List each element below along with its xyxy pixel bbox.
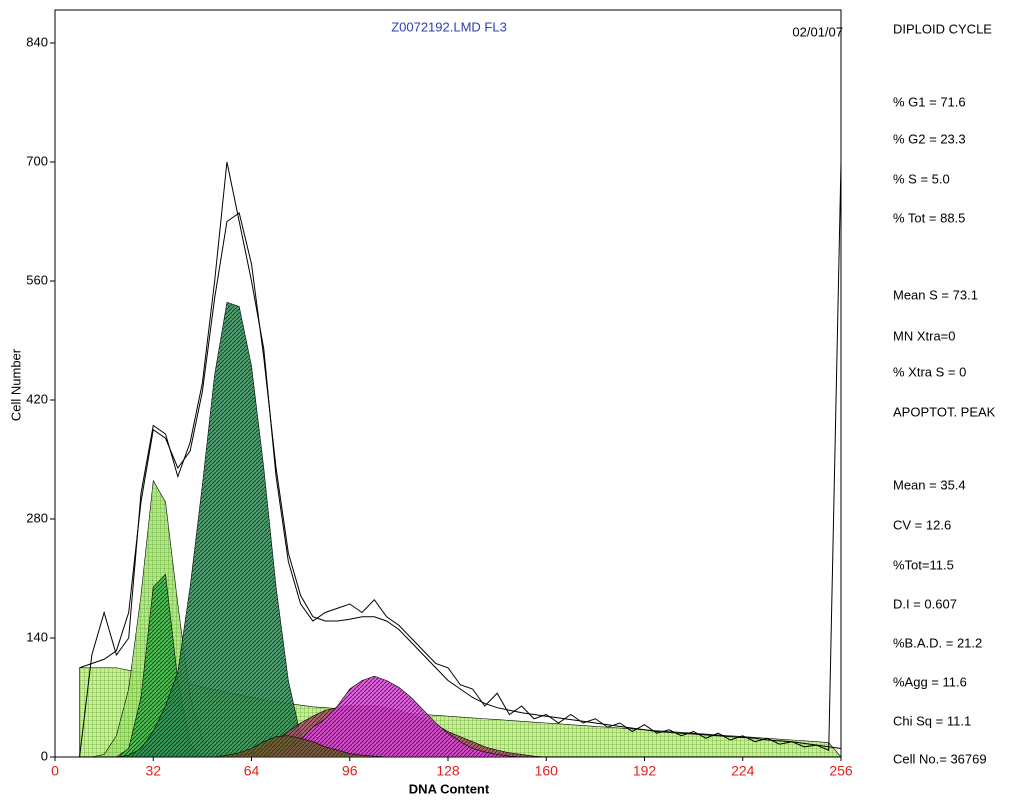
stat-text: CV = 12.6 — [893, 517, 951, 532]
stat-text: Chi Sq = 11.1 — [893, 713, 971, 728]
stat-text: % Xtra S = 0 — [893, 364, 966, 379]
y-tick-label: 840 — [26, 34, 48, 49]
y-tick-label: 280 — [26, 510, 48, 525]
x-tick-label: 0 — [51, 763, 59, 779]
stat-text: % G2 = 23.3 — [893, 131, 966, 146]
y-tick-label: 0 — [41, 748, 48, 763]
x-tick-label: 96 — [342, 763, 358, 779]
x-tick-label: 32 — [145, 763, 161, 779]
y-tick-label: 700 — [26, 153, 48, 168]
x-tick-label: 64 — [244, 763, 260, 779]
x-tick-label: 192 — [633, 763, 657, 779]
x-tick-label: 256 — [829, 763, 853, 779]
x-tick-label: 128 — [436, 763, 460, 779]
y-axis-label: Cell Number — [8, 348, 23, 421]
histogram-line — [79, 161, 842, 758]
stat-text: %Agg = 11.6 — [893, 674, 967, 689]
x-axis-label: DNA Content — [409, 781, 490, 796]
stat-text: % G1 = 71.6 — [893, 94, 966, 109]
stat-text: Cell No.= 36769 — [893, 751, 987, 766]
stat-text: Mean S = 73.1 — [893, 287, 978, 302]
x-tick-label: 224 — [731, 763, 755, 779]
chart-title: Z0072192.LMD FL3 — [391, 19, 507, 34]
x-tick-label: 160 — [535, 763, 559, 779]
stat-text: % S = 5.0 — [893, 171, 950, 186]
stat-text: %B.A.D. = 21.2 — [893, 635, 982, 650]
histogram-line — [79, 212, 842, 749]
date: 02/01/07 — [792, 24, 843, 39]
stat-text: % Tot = 88.5 — [893, 210, 965, 225]
stat-text: %Tot=11.5 — [893, 557, 954, 572]
plot-area — [79, 161, 842, 758]
stat-text: APOPTOT. PEAK — [893, 404, 996, 419]
component-hatch — [79, 302, 841, 757]
stat-text: D.I = 0.607 — [893, 596, 957, 611]
stat-text: MN Xtra=0 — [893, 328, 956, 343]
y-tick-label: 140 — [26, 629, 48, 644]
y-tick-label: 560 — [26, 272, 48, 287]
stat-text: DIPLOID CYCLE — [893, 21, 992, 36]
component-hatch — [79, 735, 841, 757]
y-tick-label: 420 — [26, 391, 48, 406]
stat-text: Mean = 35.4 — [893, 477, 966, 492]
